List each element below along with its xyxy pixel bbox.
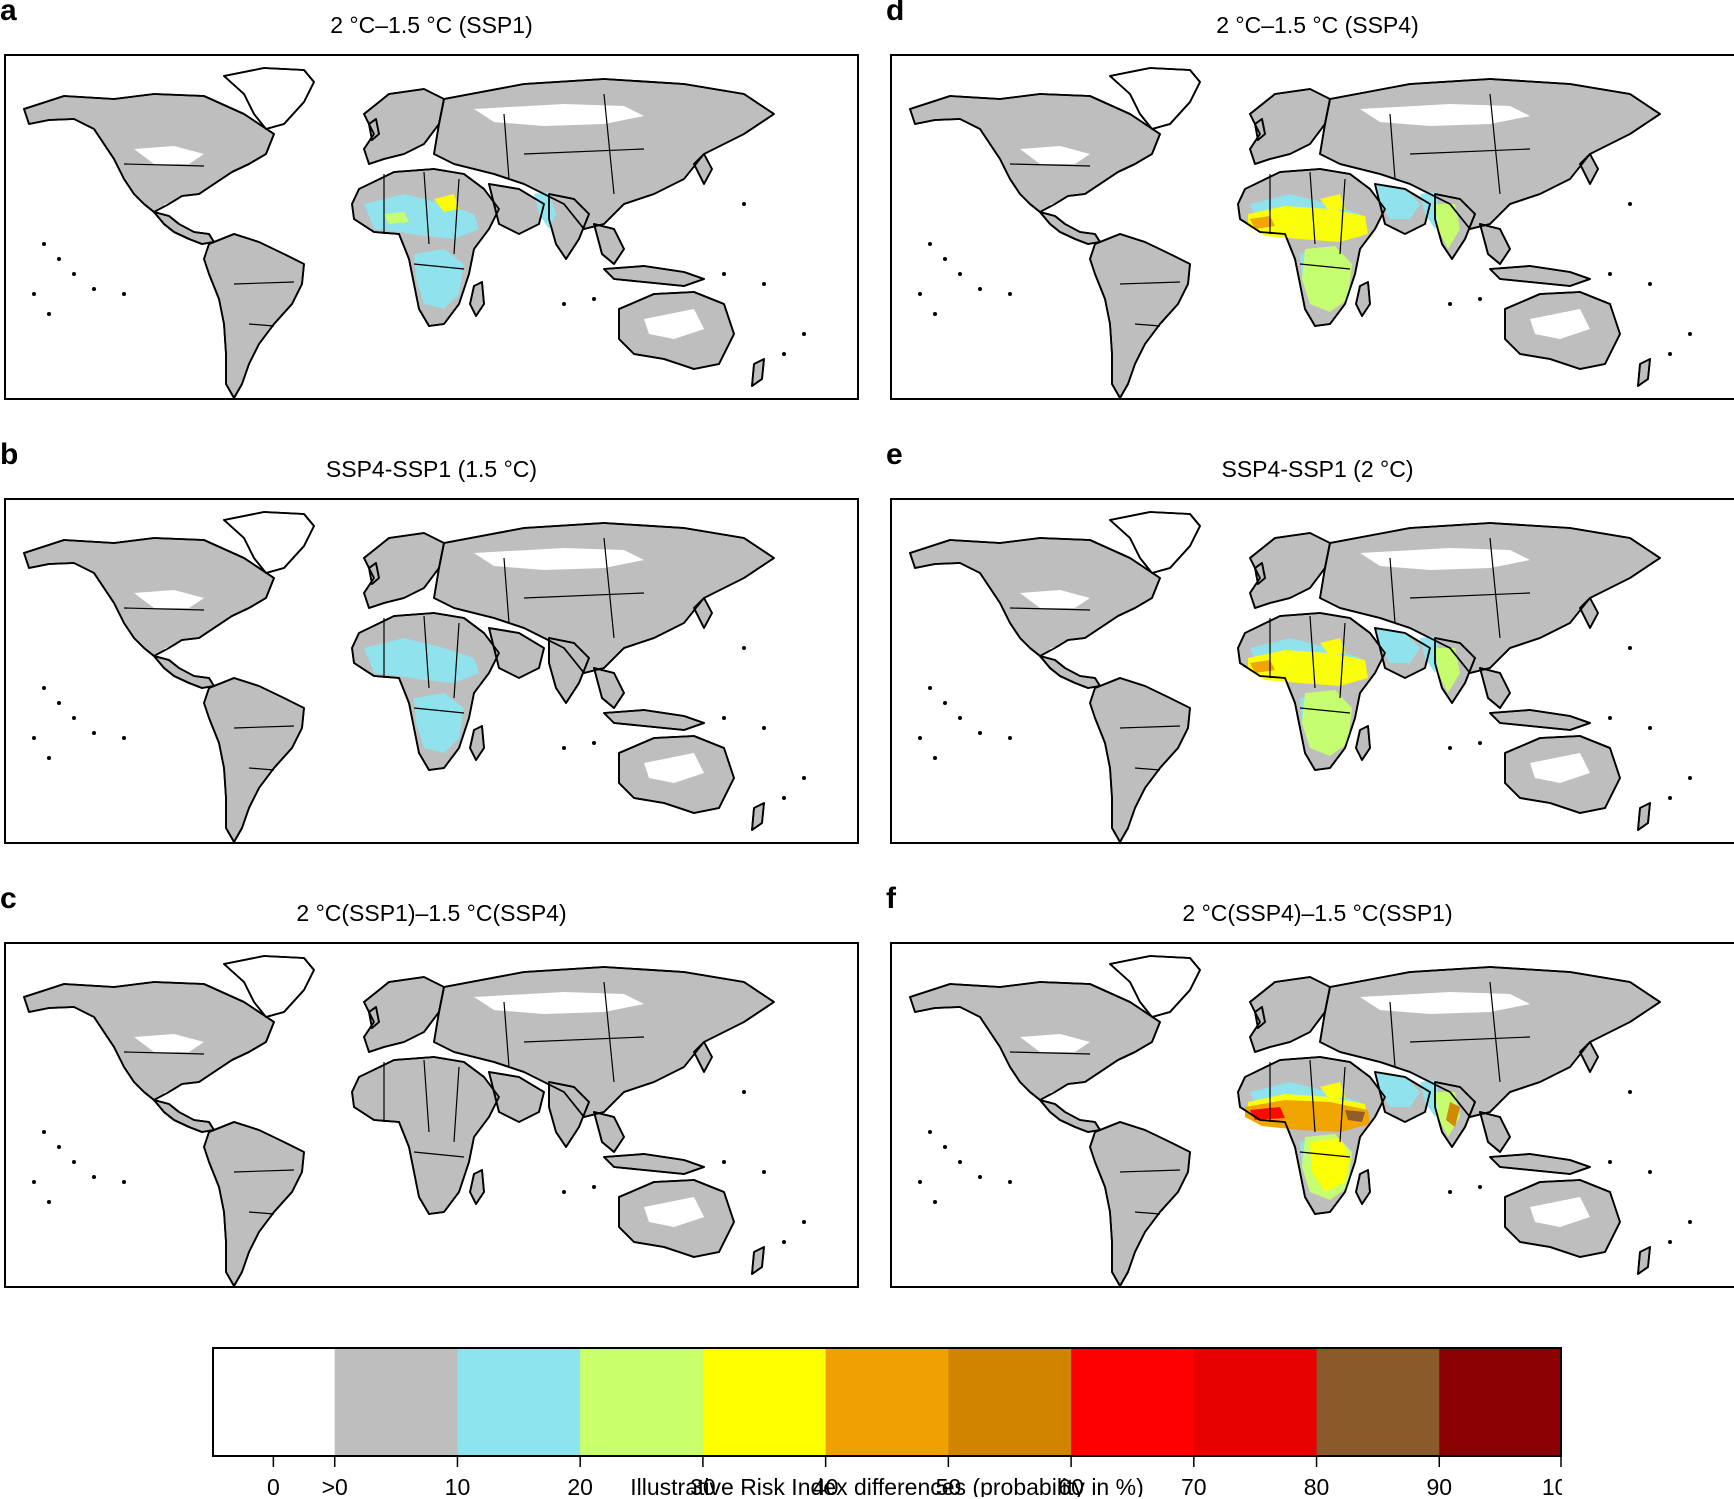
colorbar-swatch bbox=[212, 1347, 336, 1457]
colorbar-svg: 0 >0 10 20 30 40 50 60 70 80 90 100 Illustrative Ris… bbox=[212, 1347, 1562, 1497]
panel-letter: e bbox=[886, 438, 903, 471]
panel-letter: a bbox=[0, 0, 17, 27]
map-panel-d: d 2 °C–1.5 °C (SSP4) bbox=[886, 0, 1734, 422]
map-panel-e: e SSP4-SSP1 (2 °C) bbox=[886, 438, 1734, 866]
risk-region bbox=[434, 194, 459, 212]
panel-letter: d bbox=[886, 0, 905, 27]
risk-region bbox=[1375, 184, 1420, 219]
panel-title: SSP4-SSP1 (1.5 °C) bbox=[325, 456, 538, 482]
world-map bbox=[890, 54, 1734, 400]
colorbar-swatch bbox=[948, 1347, 1072, 1457]
world-map bbox=[4, 54, 859, 400]
risk-region bbox=[1302, 690, 1352, 756]
colorbar-swatch bbox=[702, 1347, 827, 1457]
map-panel-a: a 2 °C–1.5 °C (SSP1) bbox=[0, 0, 859, 422]
colorbar-tick-label: 30 bbox=[690, 1474, 716, 1497]
panel-letter: f bbox=[886, 882, 896, 915]
colorbar-swatch bbox=[1316, 1347, 1440, 1457]
colorbar-tick-label: 0 bbox=[267, 1474, 280, 1497]
panel-title: 2 °C(SSP1)–1.5 °C(SSP4) bbox=[296, 900, 567, 926]
colorbar-tick-label: 100 bbox=[1542, 1474, 1562, 1497]
colorbar-tick-label: 80 bbox=[1304, 1474, 1330, 1497]
colorbar-swatch bbox=[1071, 1347, 1195, 1457]
colorbar-swatch bbox=[825, 1347, 949, 1457]
risk-region bbox=[1320, 638, 1345, 656]
panel-title: SSP4-SSP1 (2 °C) bbox=[1221, 456, 1414, 482]
map-panel-f: f 2 °C(SSP4)–1.5 °C(SSP1) bbox=[886, 882, 1734, 1310]
panel-title: 2 °C(SSP4)–1.5 °C(SSP1) bbox=[1182, 900, 1453, 926]
world-map bbox=[890, 498, 1734, 844]
risk-region bbox=[1435, 204, 1460, 249]
colorbar-swatch bbox=[1439, 1347, 1562, 1457]
map-panel-b: b SSP4-SSP1 (1.5 °C) bbox=[0, 438, 859, 866]
risk-region bbox=[364, 194, 479, 239]
risk-region bbox=[1375, 628, 1420, 663]
colorbar-swatch bbox=[457, 1347, 581, 1457]
colorbar-tick-label: 90 bbox=[1426, 1474, 1452, 1497]
colorbar-tick-label: 10 bbox=[445, 1474, 471, 1497]
panel-letter: b bbox=[0, 438, 19, 471]
world-map bbox=[4, 942, 859, 1288]
risk-region bbox=[414, 693, 464, 753]
colorbar-tick-label: 20 bbox=[567, 1474, 593, 1497]
risk-region bbox=[384, 212, 409, 224]
colorbar-tick-label: 50 bbox=[936, 1474, 962, 1497]
risk-region bbox=[364, 638, 479, 683]
colorbar-swatch bbox=[334, 1347, 458, 1457]
colorbar-tick-label: >0 bbox=[322, 1474, 348, 1497]
colorbar-swatch bbox=[1193, 1347, 1318, 1457]
world-map bbox=[890, 942, 1734, 1288]
colorbar-tick-label: 40 bbox=[813, 1474, 839, 1497]
risk-region bbox=[1435, 648, 1460, 693]
colorbar-tick-label: 70 bbox=[1181, 1474, 1207, 1497]
world-map bbox=[4, 498, 859, 844]
panel-title: 2 °C–1.5 °C (SSP4) bbox=[1216, 12, 1419, 38]
risk-region bbox=[1250, 660, 1275, 673]
risk-region bbox=[1250, 216, 1275, 229]
map-panel-c: c 2 °C(SSP1)–1.5 °C(SSP4) bbox=[0, 882, 859, 1310]
colorbar-title: Illustrative Risk Index differences (pro… bbox=[630, 1474, 1143, 1497]
risk-region bbox=[414, 249, 464, 309]
risk-region bbox=[1320, 1082, 1345, 1100]
colorbar-legend: 0 >0 10 20 30 40 50 60 70 80 90 100 Illustrative Ris… bbox=[212, 1347, 1562, 1497]
risk-region bbox=[1250, 1107, 1285, 1120]
panel-letter: c bbox=[0, 882, 17, 915]
panel-title: 2 °C–1.5 °C (SSP1) bbox=[330, 12, 533, 38]
risk-region bbox=[1320, 194, 1345, 212]
colorbar-swatch bbox=[580, 1347, 704, 1457]
colorbar-tick-label: 60 bbox=[1058, 1474, 1084, 1497]
risk-region bbox=[1375, 1072, 1420, 1107]
risk-region bbox=[1310, 1138, 1350, 1192]
risk-region bbox=[1446, 1102, 1460, 1127]
risk-region bbox=[1345, 1110, 1365, 1122]
risk-region bbox=[1302, 246, 1352, 312]
